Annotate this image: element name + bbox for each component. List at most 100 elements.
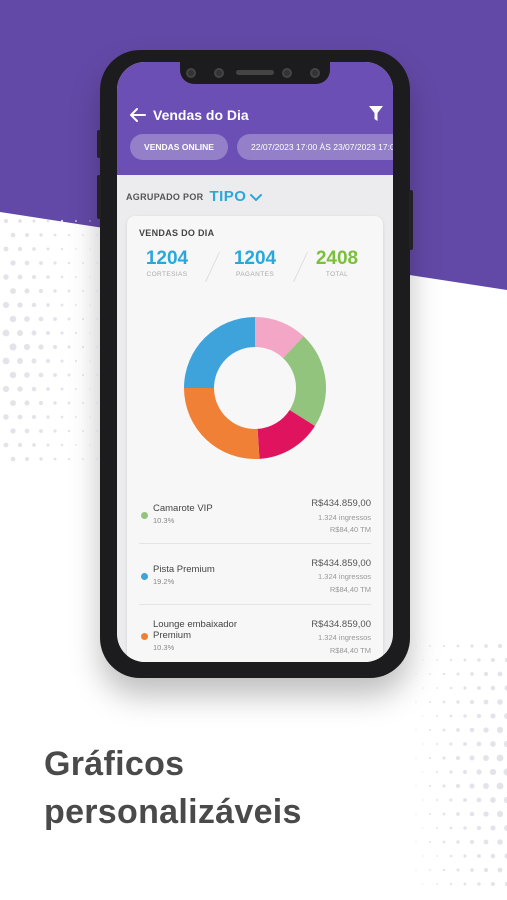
legend-dot — [141, 573, 148, 580]
pattern-dot — [463, 854, 467, 858]
pattern-dot — [456, 672, 460, 676]
donut-slice-3[interactable] — [184, 388, 260, 459]
pattern-dot — [17, 414, 23, 420]
pattern-dot — [496, 754, 504, 762]
pattern-dot — [429, 673, 431, 675]
pattern-dot — [504, 657, 507, 663]
item-ticket-medio: R$84,40 TM — [329, 646, 371, 655]
pattern-dot — [46, 247, 50, 251]
list-item[interactable]: Camarote VIP 10.3% R$434.859,00 1.324 in… — [139, 498, 371, 548]
stat-value: 2408 — [315, 248, 359, 269]
filter-icon[interactable] — [369, 106, 383, 122]
pattern-dot — [46, 303, 50, 307]
pattern-dot — [477, 658, 481, 662]
pattern-dot — [96, 374, 98, 376]
item-ticket-medio: R$84,40 TM — [329, 585, 371, 594]
pattern-dot — [503, 796, 507, 804]
item-tickets: 1.324 ingressos — [318, 513, 371, 522]
arrow-left-icon[interactable] — [129, 106, 147, 124]
pattern-dot — [24, 288, 30, 294]
chevron-down-icon[interactable] — [250, 192, 263, 202]
pattern-dot — [32, 247, 36, 251]
pattern-dot — [32, 443, 36, 447]
pattern-dot — [67, 289, 71, 293]
pattern-dot — [449, 854, 453, 858]
pattern-dot — [25, 233, 29, 237]
pattern-dot — [18, 219, 22, 223]
pattern-dot — [17, 302, 23, 308]
item-percent: 10.3% — [153, 643, 175, 652]
pattern-dot — [25, 457, 29, 461]
donut-slice-0[interactable] — [255, 317, 304, 359]
pattern-dot — [9, 371, 17, 379]
pattern-dot — [17, 274, 23, 280]
item-ticket-medio: R$84,40 TM — [329, 525, 371, 534]
pattern-dot — [435, 798, 439, 802]
pattern-dot — [483, 867, 489, 873]
legend-dot — [141, 633, 148, 640]
pattern-dot — [435, 770, 439, 774]
pattern-dot — [3, 246, 9, 252]
pattern-dot — [435, 742, 439, 746]
item-name: Camarote VIP — [153, 503, 213, 514]
pattern-dot — [456, 840, 460, 844]
group-by-value[interactable]: TIPO — [209, 188, 247, 205]
pattern-dot — [17, 246, 23, 252]
pattern-dot — [449, 882, 453, 886]
pattern-dot — [429, 701, 431, 703]
pattern-dot — [67, 373, 71, 377]
pattern-dot — [429, 645, 431, 647]
pattern-dot — [45, 358, 51, 364]
list-item[interactable]: Lounge embaixador Premium 10.3% R$434.85… — [139, 617, 371, 662]
chip-vendas-online[interactable]: VENDAS ONLINE — [130, 134, 228, 160]
item-percent: 10.3% — [153, 516, 175, 525]
pattern-dot — [10, 456, 16, 462]
pattern-dot — [81, 345, 85, 349]
pattern-dot — [449, 714, 453, 718]
pattern-dot — [463, 686, 467, 690]
stat-cortesias: 1204 CORTESIAS — [127, 248, 207, 278]
pattern-dot — [463, 798, 467, 802]
pattern-dot — [31, 386, 37, 392]
pattern-dot — [503, 740, 507, 748]
pattern-dot — [442, 644, 446, 648]
pattern-dot — [10, 232, 16, 238]
pattern-dot — [2, 301, 10, 309]
chip-date-range[interactable]: 22/07/2023 17:00 ÀS 23/07/2023 17:00 — [237, 134, 393, 160]
pattern-dot — [490, 797, 496, 803]
dot-pattern-right — [415, 643, 507, 887]
pattern-dot — [428, 784, 432, 788]
pattern-dot — [422, 827, 424, 829]
legend-dot — [141, 512, 148, 519]
pattern-dot — [75, 416, 77, 418]
camera-dot — [214, 68, 224, 78]
headline-line: personalizáveis — [44, 793, 302, 831]
pattern-dot — [497, 867, 503, 873]
donut-slice-1[interactable] — [283, 336, 326, 427]
item-amount: R$434.859,00 — [311, 558, 371, 569]
pattern-dot — [476, 769, 482, 775]
pattern-dot — [82, 290, 84, 292]
pattern-dot — [429, 841, 431, 843]
pattern-dot — [490, 685, 496, 691]
pattern-dot — [39, 233, 43, 237]
pattern-dot — [436, 827, 438, 829]
donut-chart[interactable] — [183, 316, 327, 460]
pattern-dot — [32, 219, 36, 223]
pattern-dot — [422, 883, 424, 885]
list-item[interactable]: Pista Premium 19.2% R$434.859,00 1.324 i… — [139, 558, 371, 610]
pattern-dot — [60, 443, 64, 447]
donut-slice-4[interactable] — [184, 317, 255, 388]
pattern-dot — [81, 373, 85, 377]
pattern-dot — [422, 799, 424, 801]
donut-slice-2[interactable] — [257, 409, 315, 459]
pattern-dot — [67, 429, 71, 433]
speaker-grille — [236, 70, 274, 75]
pattern-dot — [490, 741, 496, 747]
group-by-selector[interactable]: AGRUPADO POR TIPO — [126, 188, 263, 205]
pattern-dot — [24, 400, 30, 406]
pattern-dot — [96, 318, 98, 320]
pattern-dot — [82, 458, 84, 460]
pattern-dot — [89, 416, 91, 418]
pattern-dot — [483, 755, 489, 761]
